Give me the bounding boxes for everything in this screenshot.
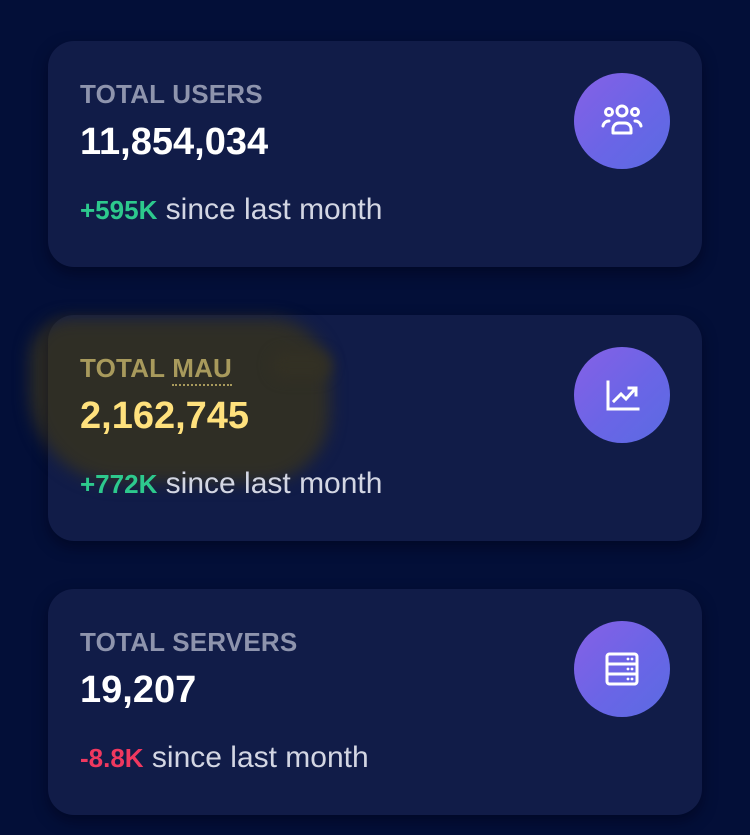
highlight-marker bbox=[30, 318, 330, 483]
stat-card-total-users: TOTAL USERS 11,854,034 +595K since last … bbox=[48, 41, 702, 267]
trending-up-chart-icon bbox=[574, 347, 670, 443]
stat-value: 19,207 bbox=[80, 669, 197, 711]
mau-abbreviation[interactable]: MAU bbox=[172, 353, 233, 386]
label-prefix: TOTAL bbox=[80, 627, 165, 657]
label-main: SERVERS bbox=[172, 627, 298, 657]
stat-card-total-servers: TOTAL SERVERS 19,207 -8.8K since last mo… bbox=[48, 589, 702, 815]
stat-delta-line: +595K since last month bbox=[80, 193, 382, 227]
stat-value: 2,162,745 bbox=[80, 395, 250, 437]
stat-label: TOTAL USERS bbox=[80, 79, 263, 110]
stat-card-total-mau: TOTAL MAU 2,162,745 +772K since last mon… bbox=[48, 315, 702, 541]
stat-delta-suffix: since last month bbox=[143, 741, 369, 774]
stat-delta-suffix: since last month bbox=[157, 467, 383, 500]
stat-label: TOTAL MAU bbox=[80, 353, 233, 386]
stat-delta: -8.8K bbox=[80, 743, 144, 773]
stat-label: TOTAL SERVERS bbox=[80, 627, 297, 658]
stat-delta-line: +772K since last month bbox=[80, 467, 382, 501]
stat-delta: +595K bbox=[80, 195, 158, 225]
label-main: USERS bbox=[172, 79, 263, 109]
highlight-marker-tail bbox=[270, 350, 332, 380]
label-prefix: TOTAL bbox=[80, 353, 165, 383]
stat-delta-line: -8.8K since last month bbox=[80, 741, 369, 775]
server-stack-icon bbox=[574, 621, 670, 717]
users-icon bbox=[574, 73, 670, 169]
stat-delta-suffix: since last month bbox=[157, 193, 383, 226]
label-prefix: TOTAL bbox=[80, 79, 165, 109]
stat-delta: +772K bbox=[80, 469, 158, 499]
stat-value: 11,854,034 bbox=[80, 121, 269, 163]
